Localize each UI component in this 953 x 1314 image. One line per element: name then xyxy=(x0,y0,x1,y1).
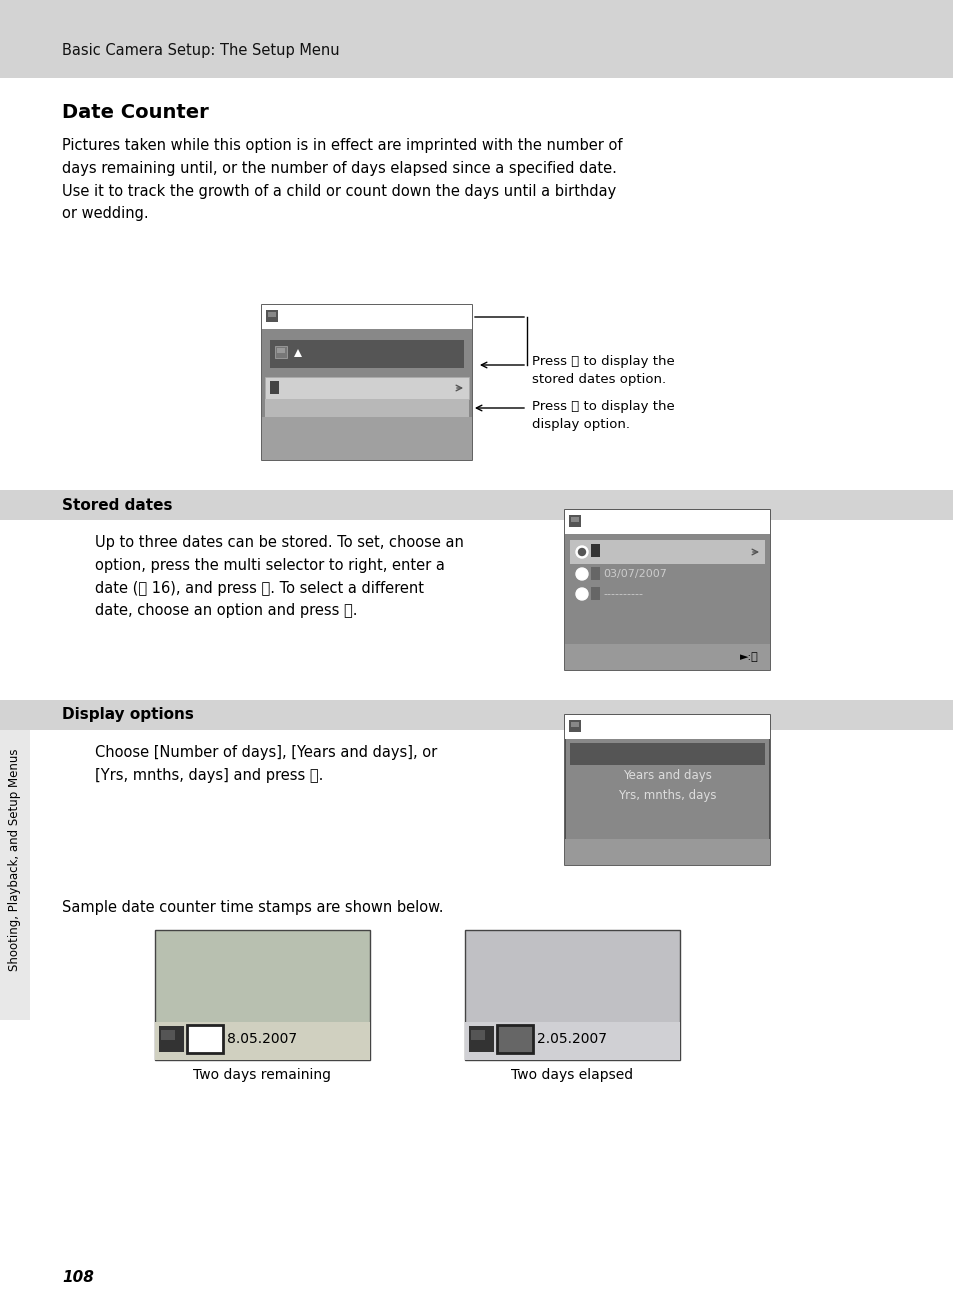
Text: Pictures taken while this option is in effect are imprinted with the number of
d: Pictures taken while this option is in e… xyxy=(62,138,622,221)
Bar xyxy=(274,346,287,357)
Bar xyxy=(564,715,769,865)
Circle shape xyxy=(576,568,587,579)
Bar xyxy=(590,568,599,579)
Text: ►:Ⓢ: ►:Ⓢ xyxy=(740,652,758,662)
Bar xyxy=(268,311,275,317)
Bar xyxy=(564,715,769,738)
Circle shape xyxy=(576,587,587,600)
Bar xyxy=(270,381,278,394)
Bar xyxy=(564,510,769,533)
Text: Sample date counter time stamps are shown below.: Sample date counter time stamps are show… xyxy=(62,900,443,915)
Text: 02: 02 xyxy=(193,1030,217,1049)
Text: Years and days: Years and days xyxy=(622,769,711,782)
Bar xyxy=(564,840,769,865)
Text: 2.05.2007: 2.05.2007 xyxy=(537,1031,606,1046)
Text: Number of days: Number of days xyxy=(619,748,713,761)
Bar xyxy=(262,328,472,460)
Text: Press Ⓢ to display the
display option.: Press Ⓢ to display the display option. xyxy=(532,399,674,431)
Bar xyxy=(159,1026,184,1053)
Bar xyxy=(590,587,599,600)
Bar xyxy=(569,540,764,564)
Bar xyxy=(262,305,472,460)
Text: Date Counter: Date Counter xyxy=(62,102,209,122)
Text: Press Ⓢ to display the
stored dates option.: Press Ⓢ to display the stored dates opti… xyxy=(532,355,674,386)
Text: 5: 5 xyxy=(308,344,317,360)
Text: Up to three dates can be stored. To set, choose an
option, press the multi selec: Up to three dates can be stored. To set,… xyxy=(95,535,463,619)
Text: 03/07/2007: 03/07/2007 xyxy=(602,569,666,579)
Bar xyxy=(564,644,769,670)
Bar xyxy=(265,377,469,399)
Text: 20/05/2007: 20/05/2007 xyxy=(282,382,341,393)
Text: 20/05/2007: 20/05/2007 xyxy=(602,547,666,557)
Bar xyxy=(0,700,30,1020)
Text: Basic Camera Setup: The Setup Menu: Basic Camera Setup: The Setup Menu xyxy=(62,42,339,58)
Bar xyxy=(571,516,578,522)
Text: 02: 02 xyxy=(502,1030,527,1049)
Text: Two days elapsed: Two days elapsed xyxy=(511,1068,633,1081)
Bar xyxy=(569,742,764,765)
Text: Display options: Display options xyxy=(584,721,670,732)
Bar xyxy=(471,1030,484,1039)
Text: Stored dates: Stored dates xyxy=(62,498,172,512)
Bar xyxy=(568,515,580,527)
Bar xyxy=(262,417,472,460)
Bar xyxy=(590,544,599,557)
Bar xyxy=(161,1030,174,1039)
Text: Number of days: Number of days xyxy=(270,403,353,413)
Bar xyxy=(0,700,953,731)
Bar xyxy=(154,930,370,1060)
Text: Yrs, mnths, days: Yrs, mnths, days xyxy=(618,788,716,802)
Text: 108: 108 xyxy=(62,1271,93,1285)
Bar xyxy=(464,930,679,1060)
Bar xyxy=(266,310,277,322)
Bar xyxy=(270,340,463,368)
Bar xyxy=(0,0,953,78)
Bar xyxy=(187,1025,223,1053)
Text: Choose [Number of days], [Years and days], or
[Yrs, mnths, days] and press Ⓢ.: Choose [Number of days], [Years and days… xyxy=(95,745,436,783)
Circle shape xyxy=(578,548,585,556)
Bar xyxy=(154,1022,370,1060)
Text: Two days remaining: Two days remaining xyxy=(193,1068,331,1081)
Polygon shape xyxy=(294,350,302,357)
Bar xyxy=(265,399,469,417)
Bar xyxy=(564,510,769,670)
Bar xyxy=(262,305,472,328)
Bar xyxy=(568,720,580,732)
Text: Date counter: Date counter xyxy=(282,311,355,322)
Circle shape xyxy=(576,547,587,558)
Bar xyxy=(469,1026,494,1053)
Bar xyxy=(497,1025,533,1053)
Bar xyxy=(571,721,578,727)
Bar xyxy=(276,348,285,353)
Text: ----------: ---------- xyxy=(602,589,642,599)
Text: Stored dates: Stored dates xyxy=(584,516,656,527)
Text: Display options: Display options xyxy=(62,707,193,723)
Text: Shooting, Playback, and Setup Menus: Shooting, Playback, and Setup Menus xyxy=(9,749,22,971)
Bar xyxy=(0,490,953,520)
Bar xyxy=(564,533,769,644)
Bar xyxy=(464,1022,679,1060)
Text: 8.05.2007: 8.05.2007 xyxy=(227,1031,296,1046)
